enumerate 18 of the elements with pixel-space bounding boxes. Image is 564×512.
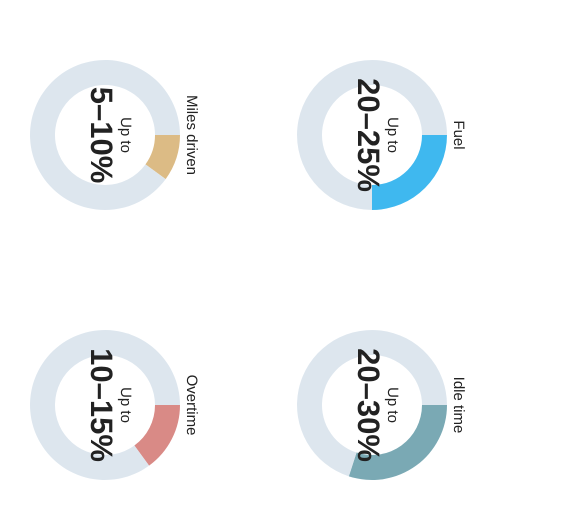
donut-slice <box>297 330 447 476</box>
text: Idle time <box>450 376 467 434</box>
text: Up to <box>384 117 401 153</box>
text: 10–15% <box>84 348 119 462</box>
text: Miles driven <box>183 94 200 176</box>
donut-slice <box>30 330 180 480</box>
text: Up to <box>117 117 134 153</box>
text: 20–30% <box>351 348 386 462</box>
text: Fuel <box>450 120 467 150</box>
text: 5–10% <box>84 86 119 184</box>
text: Overtime <box>183 374 200 436</box>
donut-slice <box>145 135 180 180</box>
text: Up to <box>384 387 401 423</box>
donut-slice <box>297 60 447 210</box>
donut-slice <box>134 405 180 466</box>
text: Up to <box>117 387 134 423</box>
donut-slice <box>30 60 180 210</box>
text: 20–25% <box>351 78 386 192</box>
